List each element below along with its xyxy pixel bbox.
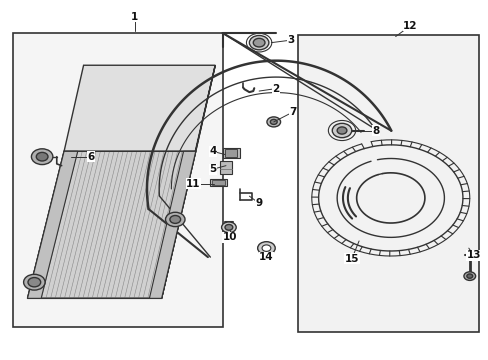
Circle shape (28, 278, 41, 287)
Text: 15: 15 (344, 254, 358, 264)
Bar (224, 149, 237, 157)
Text: 13: 13 (466, 250, 480, 260)
Text: 8: 8 (372, 126, 379, 135)
Circle shape (466, 274, 472, 278)
Text: 5: 5 (209, 164, 216, 174)
Text: 10: 10 (222, 232, 237, 242)
Bar (212, 180, 224, 185)
Circle shape (257, 242, 275, 255)
Circle shape (221, 222, 236, 233)
Text: 9: 9 (255, 198, 262, 208)
Circle shape (31, 149, 53, 165)
Circle shape (270, 120, 277, 125)
Circle shape (224, 225, 232, 230)
Text: 2: 2 (272, 84, 279, 94)
Text: 4: 4 (209, 146, 216, 156)
Text: 11: 11 (185, 179, 200, 189)
Circle shape (331, 123, 351, 138)
Circle shape (169, 216, 180, 224)
Circle shape (266, 117, 280, 127)
Circle shape (165, 212, 184, 226)
Polygon shape (27, 151, 195, 298)
Polygon shape (161, 65, 215, 298)
Bar (220, 161, 232, 174)
Circle shape (463, 272, 475, 280)
Text: 6: 6 (87, 152, 94, 162)
Circle shape (36, 152, 48, 161)
Circle shape (336, 127, 346, 134)
Circle shape (262, 245, 270, 251)
Bar (13, 33, 222, 327)
Bar (222, 148, 239, 158)
Text: 3: 3 (286, 35, 294, 45)
Circle shape (23, 274, 45, 290)
Circle shape (249, 36, 268, 50)
Polygon shape (149, 151, 195, 298)
Polygon shape (64, 65, 215, 151)
Text: 14: 14 (259, 252, 273, 262)
Bar (298, 35, 478, 332)
Text: 7: 7 (289, 107, 296, 117)
Polygon shape (27, 151, 78, 298)
Text: 12: 12 (402, 21, 417, 31)
Bar (210, 179, 227, 186)
Text: 1: 1 (131, 12, 138, 22)
Circle shape (253, 39, 264, 47)
